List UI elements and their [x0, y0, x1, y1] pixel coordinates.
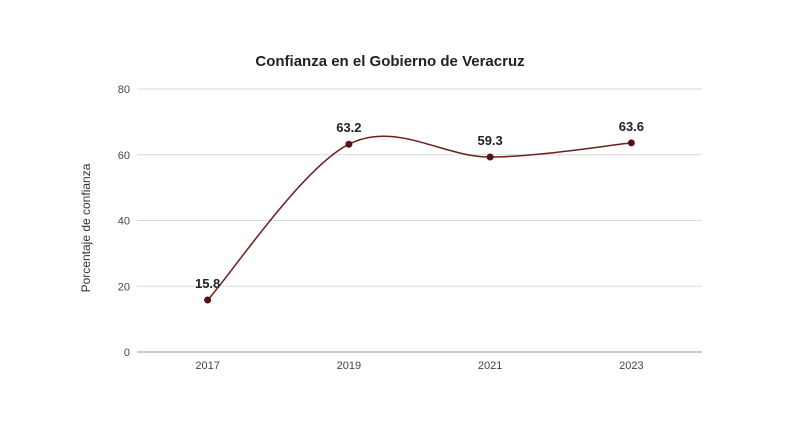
y-tick-label: 60 — [118, 150, 130, 162]
data-label: 59.3 — [477, 133, 502, 148]
gridlines — [137, 88, 702, 353]
data-markers — [204, 139, 635, 304]
data-point — [204, 296, 212, 304]
series-line — [207, 135, 632, 301]
chart-title: Confianza en el Gobierno de Veracruz — [255, 53, 524, 70]
y-tick-label: 20 — [118, 281, 130, 293]
x-tick-label: 2021 — [478, 360, 502, 372]
y-axis-label: Porcentaje de confianza — [79, 163, 93, 292]
y-tick-label: 0 — [124, 347, 130, 359]
x-tick-label: 2019 — [337, 360, 361, 372]
data-point — [345, 140, 353, 148]
y-tick-label: 40 — [118, 216, 130, 228]
data-label: 15.8 — [195, 276, 220, 291]
data-label: 63.2 — [336, 120, 361, 135]
data-labels: 15.8 63.2 59.3 63.6 — [195, 119, 644, 291]
data-point — [486, 153, 494, 161]
data-label: 63.6 — [619, 119, 644, 134]
x-tick-label: 2017 — [195, 360, 219, 372]
x-tick-labels: 2017 2019 2021 2023 — [195, 360, 643, 372]
y-tick-labels: 0 20 40 60 80 — [118, 84, 130, 359]
x-tick-label: 2023 — [619, 360, 643, 372]
data-point — [627, 139, 635, 147]
y-tick-label: 80 — [118, 84, 130, 96]
